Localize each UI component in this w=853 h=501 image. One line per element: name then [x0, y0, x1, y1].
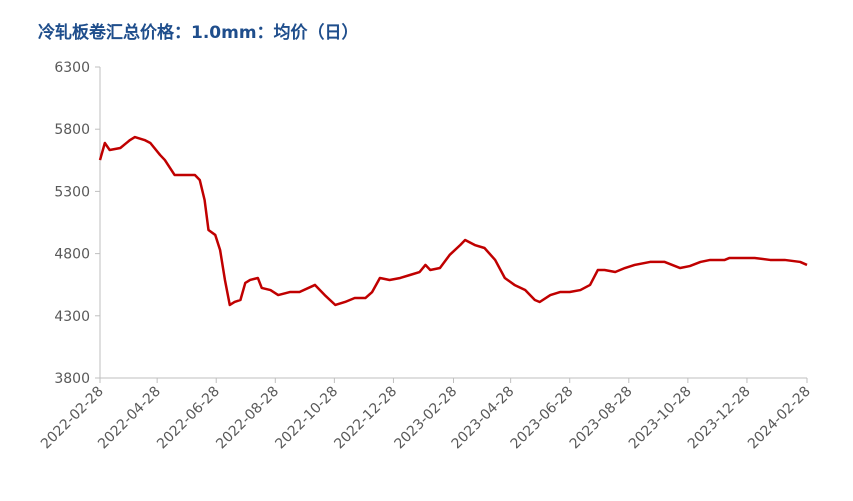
y-tick-label: 6300: [54, 60, 90, 76]
x-tick-label: 2023-12-28: [685, 384, 754, 453]
x-tick-label: 2024-02-28: [745, 384, 814, 453]
x-tick-label: 2022-12-28: [331, 384, 400, 453]
y-tick-label: 4300: [54, 309, 90, 325]
y-tick-label: 5300: [54, 184, 90, 200]
chart-title: 冷轧板卷汇总价格：1.0mm：均价（日）: [38, 22, 359, 43]
x-tick-label: 2023-06-28: [508, 384, 577, 453]
x-tick-label: 2022-10-28: [272, 384, 341, 453]
x-tick-label: 2022-08-28: [213, 384, 282, 453]
y-tick-label: 3800: [54, 371, 90, 387]
y-tick-label: 5800: [54, 122, 90, 138]
x-tick-label: 2023-10-28: [626, 384, 695, 453]
x-tick-label: 2022-06-28: [154, 384, 223, 453]
x-tick-label: 2023-08-28: [567, 384, 636, 453]
data-line: [98, 135, 808, 307]
y-tick-label: 4800: [54, 247, 90, 263]
